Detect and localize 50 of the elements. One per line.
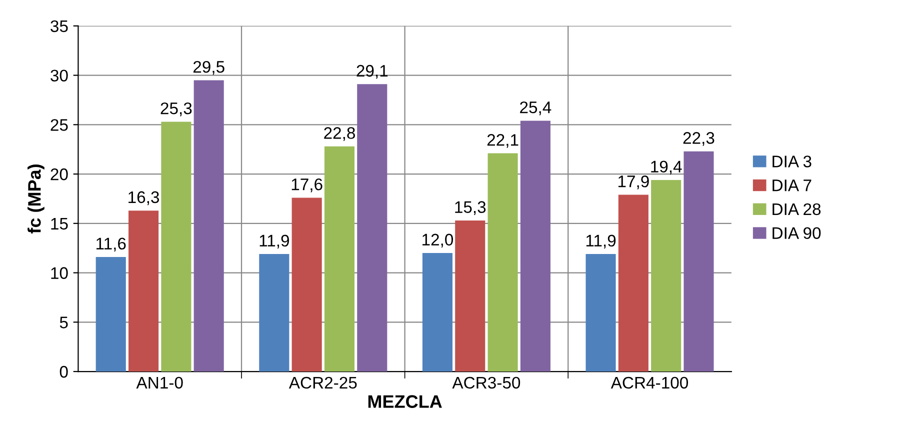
legend-label: DIA 28 (772, 203, 821, 216)
y-axis-title: fc (MPa) (28, 164, 44, 234)
bar (618, 194, 648, 372)
legend-label: DIA 3 (772, 156, 812, 168)
y-tick-label: 0 (60, 366, 68, 378)
y-tick-label: 35 (50, 20, 68, 32)
x-tick-label: AN1-0 (136, 376, 183, 389)
data-label: 11,9 (586, 234, 616, 249)
bar (259, 254, 290, 372)
bar (96, 256, 126, 372)
bar (520, 120, 550, 372)
data-label: 29,5 (193, 60, 224, 75)
data-label: 25,3 (160, 102, 192, 116)
y-tick-label: 15 (51, 218, 68, 230)
data-label: 12,0 (422, 234, 454, 248)
x-tick-label: ACR3-50 (452, 376, 520, 389)
bar (128, 210, 159, 372)
data-label: 15,3 (455, 201, 486, 215)
data-label: 19,4 (651, 160, 682, 174)
data-label: 25,4 (520, 101, 552, 116)
bar (161, 122, 192, 372)
legend-label: DIA 7 (772, 180, 812, 192)
bar (488, 153, 518, 372)
bar (324, 146, 355, 372)
data-label: 16,3 (128, 191, 160, 206)
bar (357, 84, 388, 372)
data-label: 22,1 (487, 134, 518, 148)
bar (422, 253, 452, 372)
data-label: 17,9 (618, 176, 649, 190)
legend-label: DIA 90 (772, 227, 821, 239)
bar (455, 220, 486, 372)
data-label: 22,8 (324, 127, 355, 141)
bar (651, 180, 682, 372)
x-tick-label: ACR2-25 (288, 376, 357, 389)
x-tick-label: ACR4-100 (610, 376, 688, 389)
bar (586, 254, 616, 372)
bar (194, 80, 224, 372)
data-label: 11,9 (260, 234, 289, 249)
y-tick-label: 10 (51, 267, 68, 279)
data-label: 22,3 (683, 132, 714, 146)
x-axis-title: MEZCLA (368, 395, 442, 408)
bar (292, 198, 322, 372)
y-tick-label: 25 (50, 119, 68, 131)
data-label: 11,6 (96, 238, 126, 252)
y-tick-label: 20 (50, 168, 68, 180)
data-label: 29,1 (356, 64, 388, 79)
data-label: 17,6 (292, 178, 322, 192)
y-tick-label: 5 (60, 316, 68, 328)
y-tick-label: 30 (50, 70, 68, 82)
bar (684, 151, 714, 372)
